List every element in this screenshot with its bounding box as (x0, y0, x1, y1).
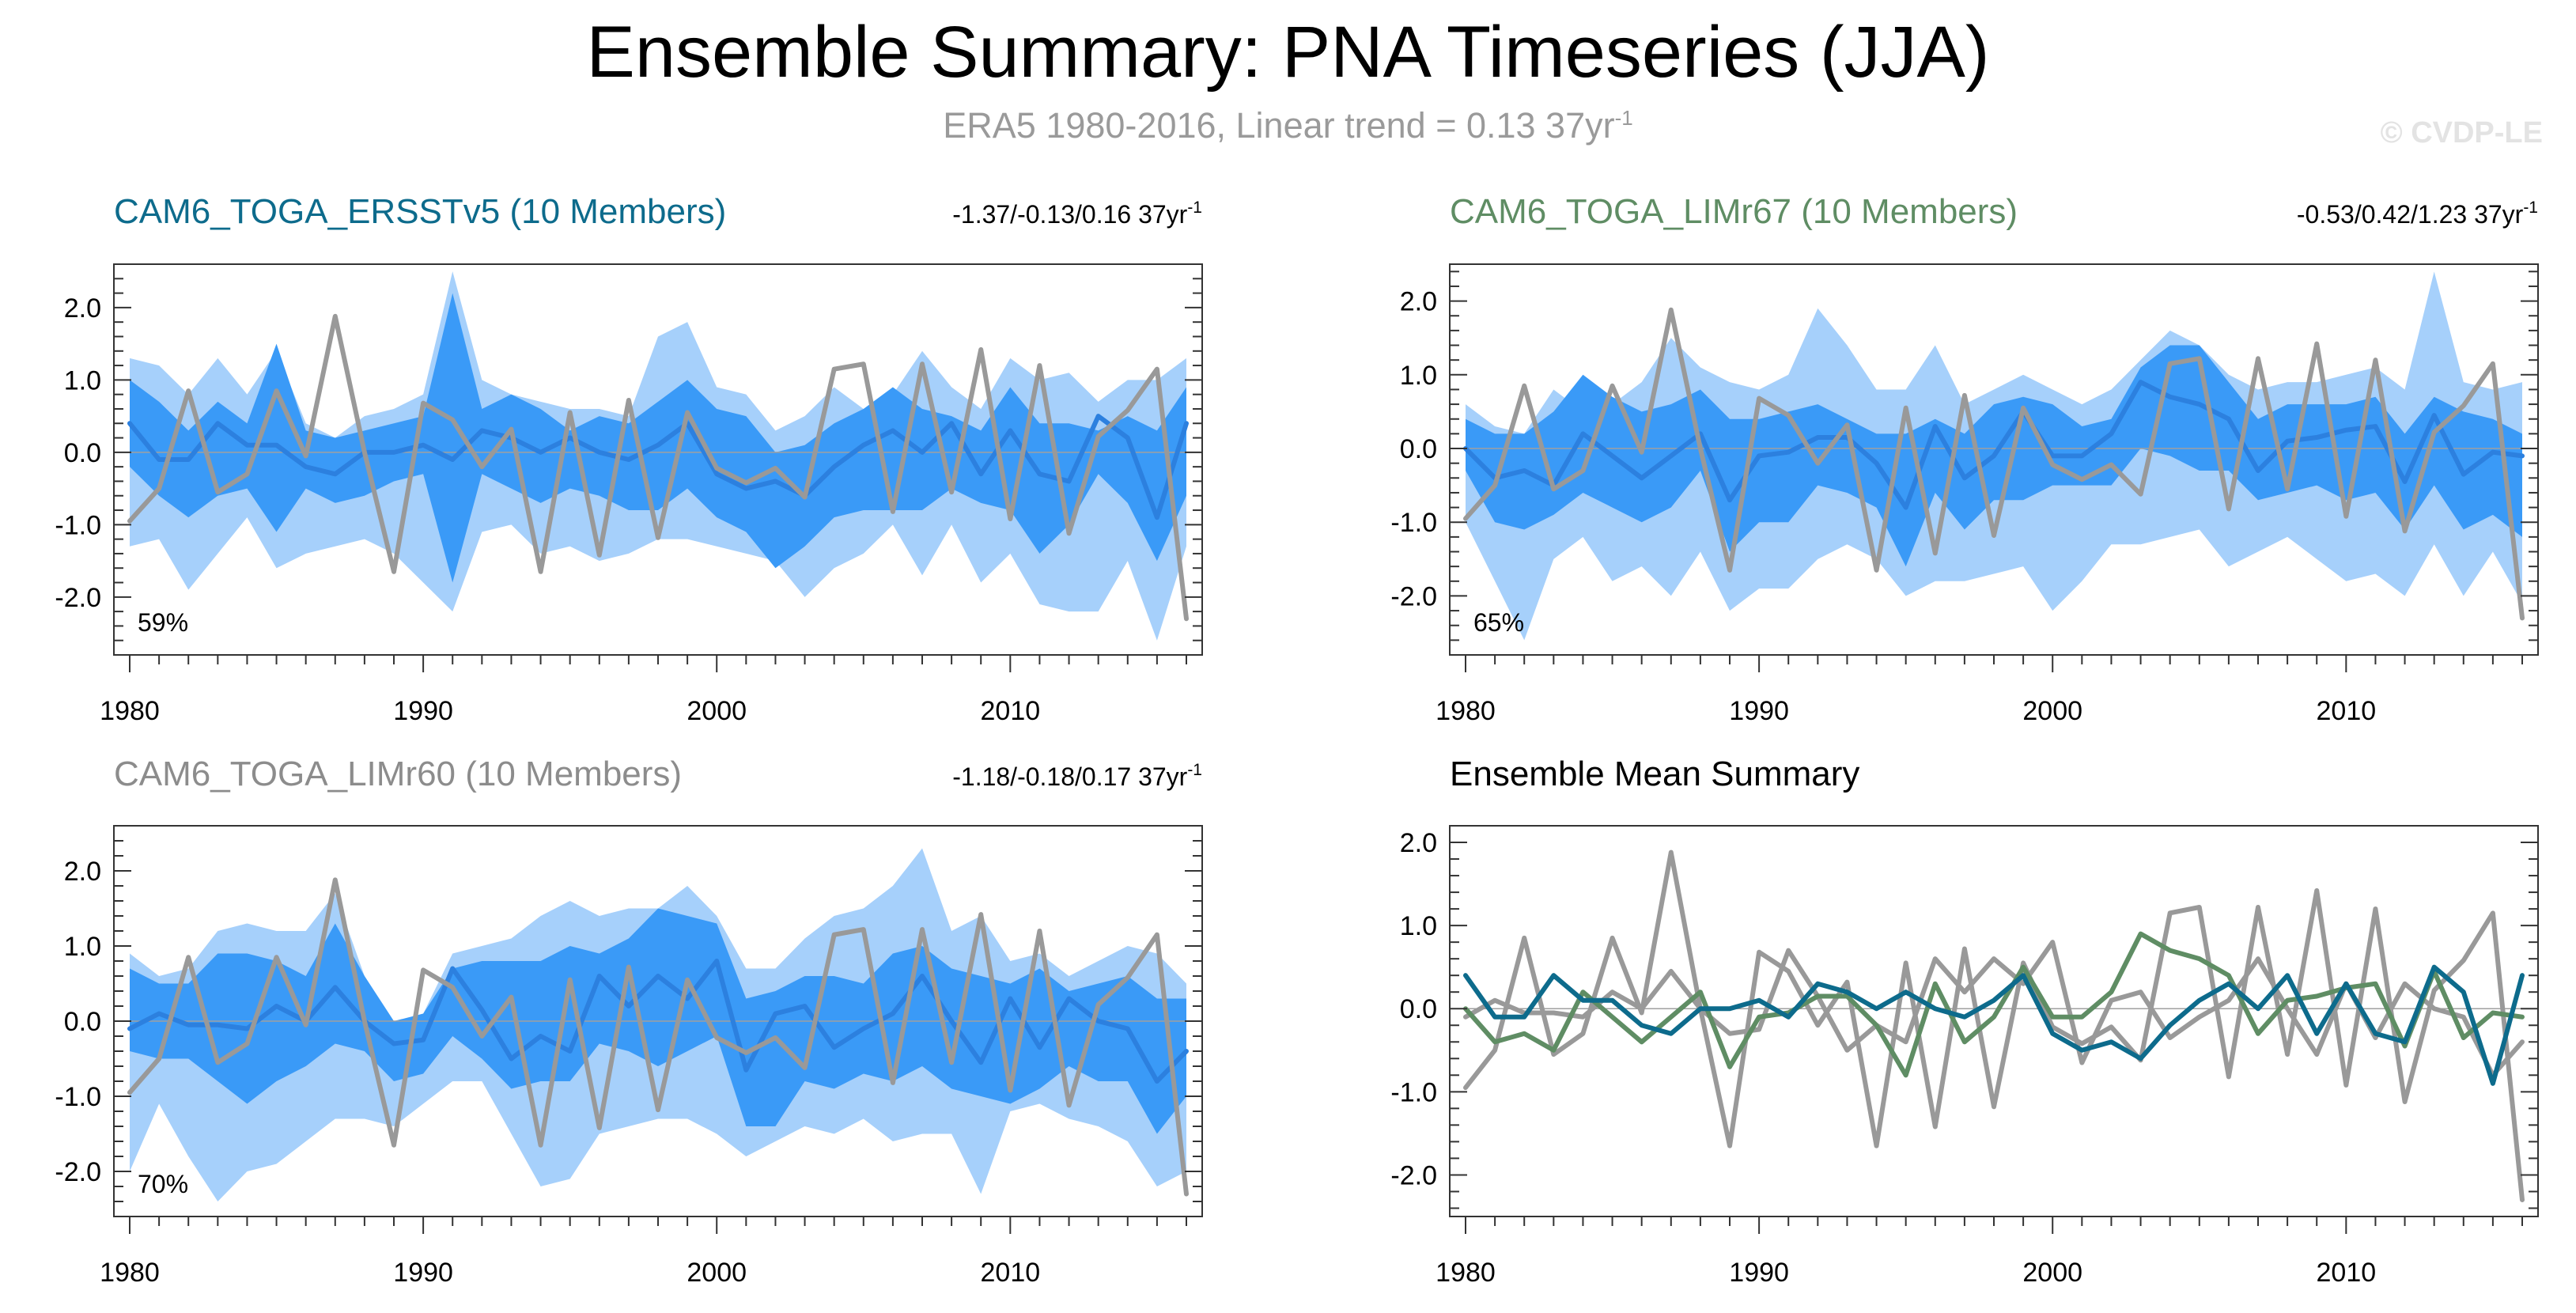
series-line-cam6-toga-ersstv5 (1463, 964, 2525, 1086)
y-tick-label: 1.0 (1400, 911, 1437, 941)
y-tick-label: 0.0 (64, 438, 101, 468)
panel-trend-label: -0.53/0.42/1.23 37yr-1 (2297, 199, 2538, 229)
panel-trend-label: -1.18/-0.18/0.17 37yr-1 (952, 761, 1202, 791)
y-tick-label: 2.0 (64, 293, 101, 324)
y-tick-label: 2.0 (1400, 828, 1437, 858)
series-line-era5 (1463, 849, 2525, 1202)
y-tick-label: -2.0 (1390, 1160, 1437, 1190)
chart-panel-3: CAM6_TOGA_LIMr60 (10 Members) -1.18/-0.18… (55, 755, 1203, 1288)
x-tick-label: 2010 (981, 1258, 1041, 1288)
percent-label: 59% (138, 608, 188, 637)
trend-superscript: -1 (1187, 761, 1202, 779)
y-tick-label: 0.0 (64, 1007, 101, 1037)
x-tick-label: 1980 (100, 696, 160, 726)
x-tick-label: 1990 (1729, 1258, 1789, 1288)
subtitle-superscript: -1 (1614, 106, 1633, 130)
x-tick-label: 1990 (393, 1258, 453, 1288)
spread-band-inner (130, 293, 1186, 583)
x-tick-label: 2010 (2317, 1258, 2377, 1288)
observed-era5-line (127, 877, 1189, 1197)
cvdp-watermark: © CVDP-LE (2380, 116, 2543, 149)
figure-title: Ensemble Summary: PNA Timeseries (JJA) (586, 12, 1990, 93)
panel-title: Ensemble Mean Summary (1450, 755, 1859, 793)
x-tick-label: 1980 (100, 1258, 160, 1288)
y-tick-label: -2.0 (1390, 581, 1437, 611)
y-tick-label: -1.0 (1390, 508, 1437, 538)
y-tick-label: -1.0 (1390, 1077, 1437, 1107)
x-tick-label: 1980 (1436, 1258, 1496, 1288)
y-tick-label: -2.0 (55, 583, 101, 613)
ensemble-mean-line (127, 414, 1189, 520)
panel-title: CAM6_TOGA_ERSSTv5 (10 Members) (114, 192, 726, 231)
percent-label: 65% (1473, 608, 1524, 637)
chart-panel-2: CAM6_TOGA_LIMr67 (10 Members) -0.53/0.42/… (1390, 192, 2539, 726)
y-tick-label: 2.0 (1400, 287, 1437, 317)
observed-era5-line (127, 313, 1189, 622)
y-tick-label: -2.0 (55, 1157, 101, 1187)
trend-values: -1.37/-0.13/0.16 37yr (952, 200, 1187, 229)
panel-trend-label: -1.37/-0.13/0.16 37yr-1 (952, 199, 1202, 229)
panel-title: CAM6_TOGA_LIMr60 (10 Members) (114, 755, 682, 793)
chart-panel-4: Ensemble Mean Summary 2.0 1.0 0.0 -1.0 -2.0 19… (1390, 755, 2539, 1288)
y-tick-label: 1.0 (1400, 361, 1437, 391)
y-tick-label: 0.0 (1400, 994, 1437, 1024)
observed-era5-line (1463, 307, 2525, 621)
series-line-cam6-toga-limr67 (1463, 931, 2525, 1078)
y-tick-label: 1.0 (64, 932, 101, 962)
ensemble-mean-line (1463, 380, 2525, 510)
y-tick-label: -1.0 (55, 1082, 101, 1112)
trend-superscript: -1 (2523, 199, 2538, 217)
x-tick-label: 2010 (2317, 696, 2377, 726)
x-tick-label: 2000 (687, 696, 747, 726)
percent-label: 70% (138, 1170, 188, 1198)
panel-title: CAM6_TOGA_LIMr67 (10 Members) (1450, 192, 2018, 231)
figure-subtitle: ERA5 1980-2016, Linear trend = 0.13 37yr… (0, 105, 2576, 146)
subtitle-text: ERA5 1980-2016, Linear trend = 0.13 37yr (943, 105, 1615, 146)
plot-frame (1449, 825, 2539, 1217)
x-tick-label: 2000 (2022, 1258, 2082, 1288)
y-tick-label: 0.0 (1400, 434, 1437, 464)
y-tick-label: 1.0 (64, 365, 101, 395)
chart-panel-1: CAM6_TOGA_ERSSTv5 (10 Members) -1.37/-0.1… (55, 192, 1203, 726)
x-tick-label: 2010 (981, 696, 1041, 726)
x-tick-label: 1990 (1729, 696, 1789, 726)
x-tick-label: 2000 (2022, 696, 2082, 726)
y-tick-label: -1.0 (55, 510, 101, 540)
x-tick-label: 2000 (687, 1258, 747, 1288)
x-tick-label: 1980 (1436, 696, 1496, 726)
x-tick-label: 1990 (393, 696, 453, 726)
trend-superscript: -1 (1187, 199, 1202, 217)
trend-values: -1.18/-0.18/0.17 37yr (952, 762, 1187, 791)
y-tick-label: 2.0 (64, 857, 101, 887)
trend-values: -0.53/0.42/1.23 37yr (2297, 200, 2524, 229)
